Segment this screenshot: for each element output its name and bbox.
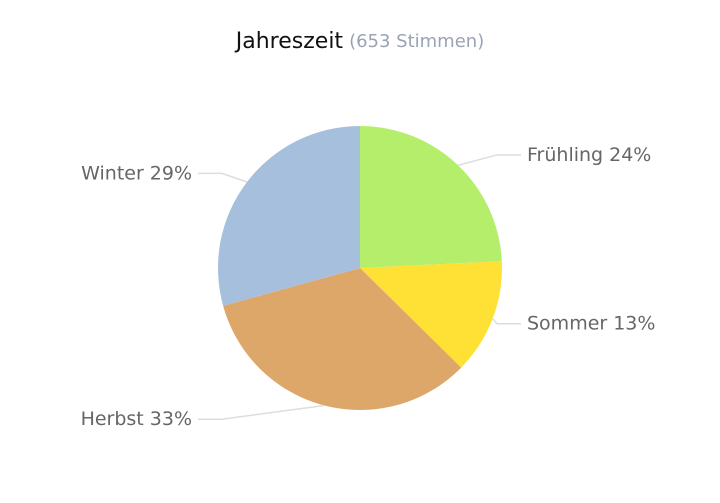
pie-slice: [217, 125, 360, 306]
leader-line: [198, 172, 248, 183]
slice-label: Herbst 33%: [81, 408, 192, 430]
value-label: 13%: [613, 312, 655, 334]
chart-title: Jahreszeit: [234, 29, 344, 54]
category-label: Herbst: [81, 408, 144, 430]
leader-line: [457, 154, 521, 166]
leader-line: [492, 318, 521, 325]
value-label: 24%: [609, 143, 651, 165]
pie-slice: [360, 261, 502, 368]
leader-line: [198, 404, 325, 420]
category-label: Frühling: [527, 143, 603, 165]
value-label: 29%: [150, 162, 192, 184]
pie-slice: [223, 268, 462, 410]
category-label: Winter: [81, 162, 144, 184]
chart-subtitle: (653 Stimmen): [349, 31, 484, 52]
category-label: Sommer: [527, 312, 607, 334]
slice-label: Sommer 13%: [527, 312, 655, 334]
slice-label: Winter 29%: [81, 162, 192, 184]
slice-label: Frühling 24%: [527, 143, 651, 165]
pie-slice: [360, 126, 502, 268]
chart-heading: Jahreszeit (653 Stimmen): [234, 29, 484, 54]
value-label: 33%: [150, 408, 192, 430]
